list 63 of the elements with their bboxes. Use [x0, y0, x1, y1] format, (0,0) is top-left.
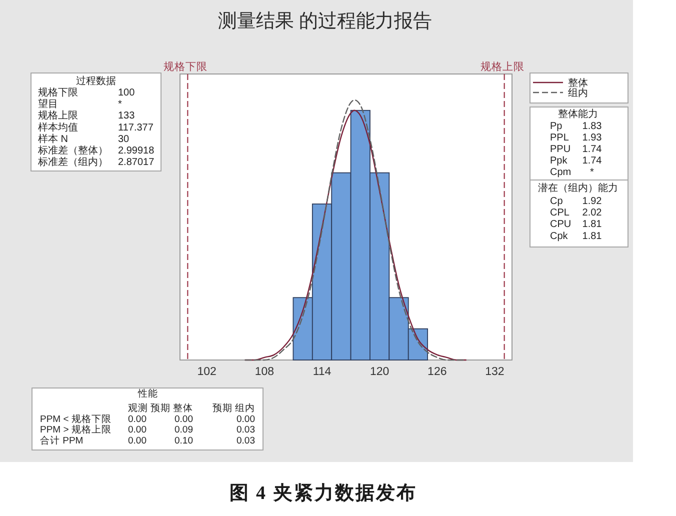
text: 样本 N: [38, 132, 68, 145]
caption: 图 4 夹紧力数据发布: [229, 482, 417, 504]
text: 0.00: [236, 414, 255, 425]
legend-label: 组内: [568, 87, 588, 99]
text: 观测: [128, 402, 148, 414]
ref-line-label: 规格上限: [480, 60, 524, 73]
text: Pp: [550, 121, 563, 132]
text: Ppk: [550, 156, 568, 166]
text: PPU: [550, 144, 571, 155]
ref-line-label: 规格下限: [164, 61, 208, 73]
text: 规格下限: [38, 86, 78, 98]
text: 样本均值: [38, 121, 78, 134]
x-tick-label: 108: [254, 366, 274, 378]
text: Cpm: [550, 167, 572, 178]
text: 1.81: [582, 219, 602, 230]
text: 1.92: [582, 196, 602, 207]
text: 117.377: [118, 122, 154, 134]
text: 0.00: [128, 414, 146, 425]
text: Cpk: [550, 230, 569, 242]
text: 0.00: [128, 435, 146, 446]
text: 过程数据: [76, 75, 116, 87]
text: 0.10: [174, 435, 193, 446]
text: 1.74: [582, 144, 602, 155]
text: 1.74: [582, 156, 602, 166]
x-tick-label: 114: [312, 366, 332, 378]
text: 合计 PPM: [40, 434, 84, 446]
text: PPM < 规格下限: [40, 412, 112, 425]
x-tick-label: 126: [428, 366, 447, 378]
text: 望目: [38, 98, 58, 110]
legend-label: 整体: [568, 77, 588, 89]
text: CPL: [550, 208, 570, 219]
text: 100: [118, 88, 136, 98]
text: CPU: [550, 219, 572, 230]
text: 规格上限: [38, 110, 78, 122]
chart-title: 测量结果 的过程能力报告: [218, 11, 432, 32]
x-tick-label: 102: [197, 366, 216, 378]
text: 性能: [137, 388, 158, 400]
text: 1.81: [582, 230, 602, 242]
text: 2.99918: [118, 146, 155, 156]
x-tick-label: 132: [485, 366, 504, 378]
text: 0.03: [236, 435, 255, 446]
text: 预期 组内: [212, 402, 255, 414]
text: 标准差（整体）: [37, 144, 108, 156]
text: 30: [118, 134, 130, 145]
text: *: [118, 99, 122, 110]
text: 0.00: [128, 424, 146, 436]
text: 整体能力: [558, 108, 598, 120]
text: PPL: [550, 132, 570, 144]
text: 1.83: [582, 121, 602, 132]
text: 2.02: [582, 208, 602, 219]
text: 133: [118, 110, 136, 122]
text: 0.03: [236, 424, 255, 436]
text: Cp: [550, 196, 564, 207]
text: PPM > 规格上限: [40, 424, 112, 436]
text: 0.00: [174, 414, 193, 425]
text: 潜在（组内）能力: [538, 182, 618, 194]
text: 2.87017: [118, 157, 155, 168]
x-tick-label: 120: [370, 366, 390, 378]
text: 0.09: [174, 424, 193, 436]
text: 预期 整体: [150, 402, 193, 414]
text: 1.93: [582, 132, 602, 144]
text: 标准差（组内）: [37, 156, 108, 168]
text: *: [590, 167, 594, 178]
